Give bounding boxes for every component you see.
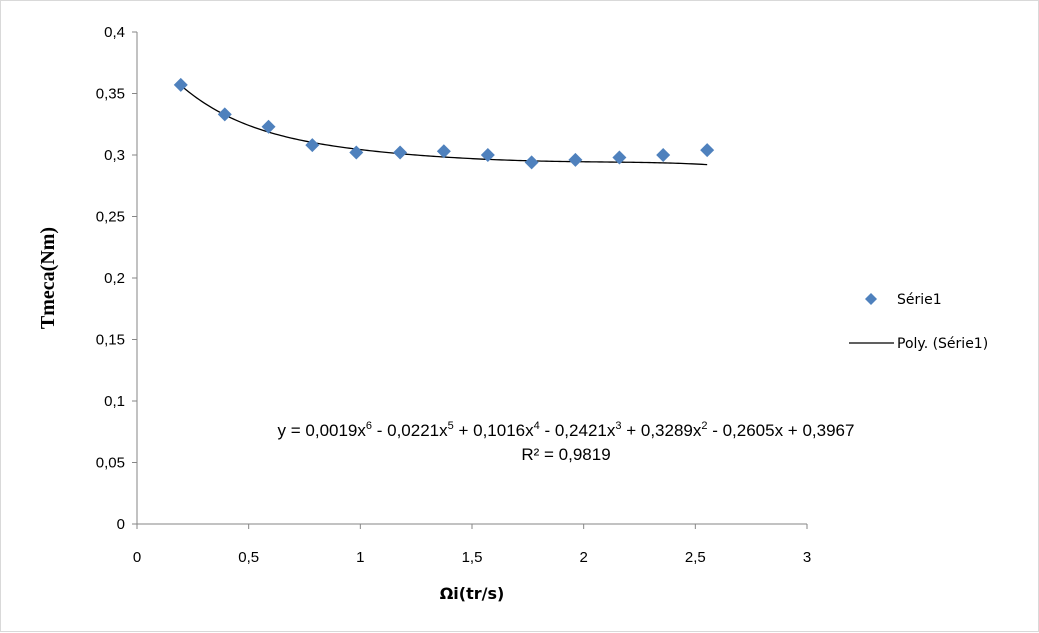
data-point	[568, 152, 583, 167]
x-tick-label: 0,5	[238, 549, 259, 566]
y-tick-label: 0,2	[104, 270, 125, 287]
y-tick-label: 0,3	[104, 147, 125, 164]
trendline-equation: y = 0,0019x6 - 0,0221x5 + 0,1016x4 - 0,2…	[278, 420, 855, 440]
y-tick-label: 0,15	[96, 332, 125, 349]
data-point	[480, 148, 495, 162]
data-point	[656, 148, 671, 162]
y-ticks: 0 0,05 0,1 0,15 0,2 0,25 0,3 0,35 0,4	[96, 24, 137, 533]
x-tick-label: 1,5	[462, 549, 483, 566]
y-tick-label: 0	[117, 516, 125, 533]
equation-exponent: 3	[615, 420, 621, 432]
equation-term: - 0,2605x + 0,3967	[707, 421, 854, 440]
x-tick-label: 0	[133, 549, 141, 566]
equation-exponent: 6	[366, 420, 372, 432]
y-tick-label: 0,05	[96, 455, 125, 472]
data-point	[305, 138, 320, 153]
x-tick-label: 1	[356, 549, 364, 566]
equation-term: - 0,2421x	[540, 421, 616, 440]
data-point	[524, 155, 539, 170]
data-point	[436, 144, 451, 159]
axes	[136, 32, 807, 525]
equation-term: - 0,0221x	[372, 421, 448, 440]
data-point	[217, 107, 232, 122]
data-point	[393, 145, 408, 160]
x-axis-title: Ωi(tr/s)	[440, 584, 505, 603]
data-points	[173, 77, 715, 170]
data-point	[700, 143, 715, 158]
data-point	[349, 145, 364, 160]
x-tick-label: 3	[803, 549, 811, 566]
legend: Série1 Poly. (Série1)	[849, 292, 988, 352]
data-point	[261, 119, 276, 134]
x-tick-label: 2,5	[685, 549, 706, 566]
x-tick-label: 2	[579, 549, 587, 566]
equation-exponent: 5	[448, 420, 454, 432]
x-ticks: 0 0,5 1 1,5 2 2,5 3	[133, 524, 811, 566]
legend-label-poly: Poly. (Série1)	[897, 336, 988, 352]
y-tick-label: 0,35	[96, 86, 125, 103]
y-tick-label: 0,4	[104, 24, 125, 41]
y-tick-label: 0,1	[104, 393, 125, 410]
equation-term: + 0,1016x	[454, 421, 534, 440]
equation-term: + 0,3289x	[621, 421, 701, 440]
equation-main: y = 0,0019x	[278, 421, 367, 440]
equation-exponent: 4	[534, 420, 540, 432]
data-point	[173, 77, 188, 92]
trendline-r-squared: R² = 0,9819	[521, 445, 610, 464]
y-tick-label: 0,25	[96, 209, 125, 226]
legend-label-serie1: Série1	[897, 292, 942, 308]
equation-exponent: 2	[701, 420, 707, 432]
y-axis-title: Tmeca(Nm)	[37, 227, 59, 329]
data-point	[612, 150, 627, 165]
legend-marker-serie1	[865, 293, 877, 305]
